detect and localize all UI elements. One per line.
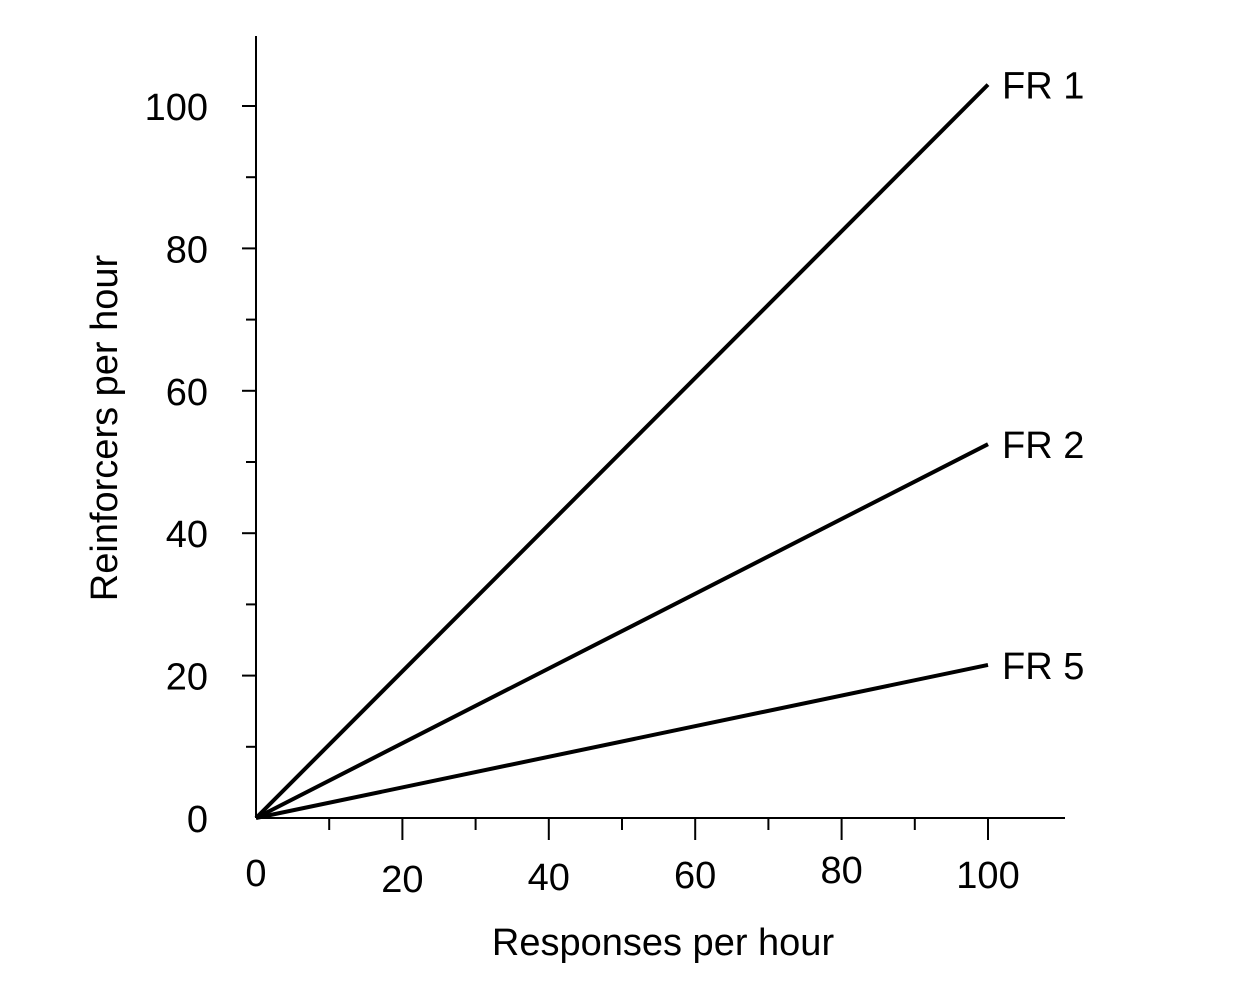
y-tick-label: 20 xyxy=(166,657,208,699)
ticks: 0 20 40 60 80 100 0 20 40 60 80 100 xyxy=(145,87,1020,901)
x-tick-label: 0 xyxy=(245,853,266,895)
series-line-fr-1 xyxy=(254,83,990,820)
x-tick-label: 20 xyxy=(381,859,423,901)
y-tick-label: 0 xyxy=(187,799,208,841)
series-line-fr-5 xyxy=(255,662,989,820)
x-axis-label: Responses per hour xyxy=(492,922,835,964)
x-tick-label: 100 xyxy=(956,855,1019,897)
y-tick-label: 100 xyxy=(145,87,208,129)
y-tick-label: 60 xyxy=(166,372,208,414)
series: FR 1 FR 2 FR 5 xyxy=(254,66,1084,820)
series-label-fr-1: FR 1 xyxy=(1002,66,1084,108)
axes xyxy=(255,36,1065,819)
y-tick-label: 80 xyxy=(166,229,208,271)
y-axis-label: Reinforcers per hour xyxy=(84,254,126,601)
x-tick-label: 60 xyxy=(674,855,716,897)
x-tick-label: 80 xyxy=(820,850,862,892)
series-label-fr-2: FR 2 xyxy=(1002,425,1084,467)
x-tick-label: 40 xyxy=(528,857,570,899)
series-label-fr-5: FR 5 xyxy=(1002,646,1084,688)
series-line-fr-2 xyxy=(255,442,989,820)
y-tick-label: 40 xyxy=(166,514,208,556)
